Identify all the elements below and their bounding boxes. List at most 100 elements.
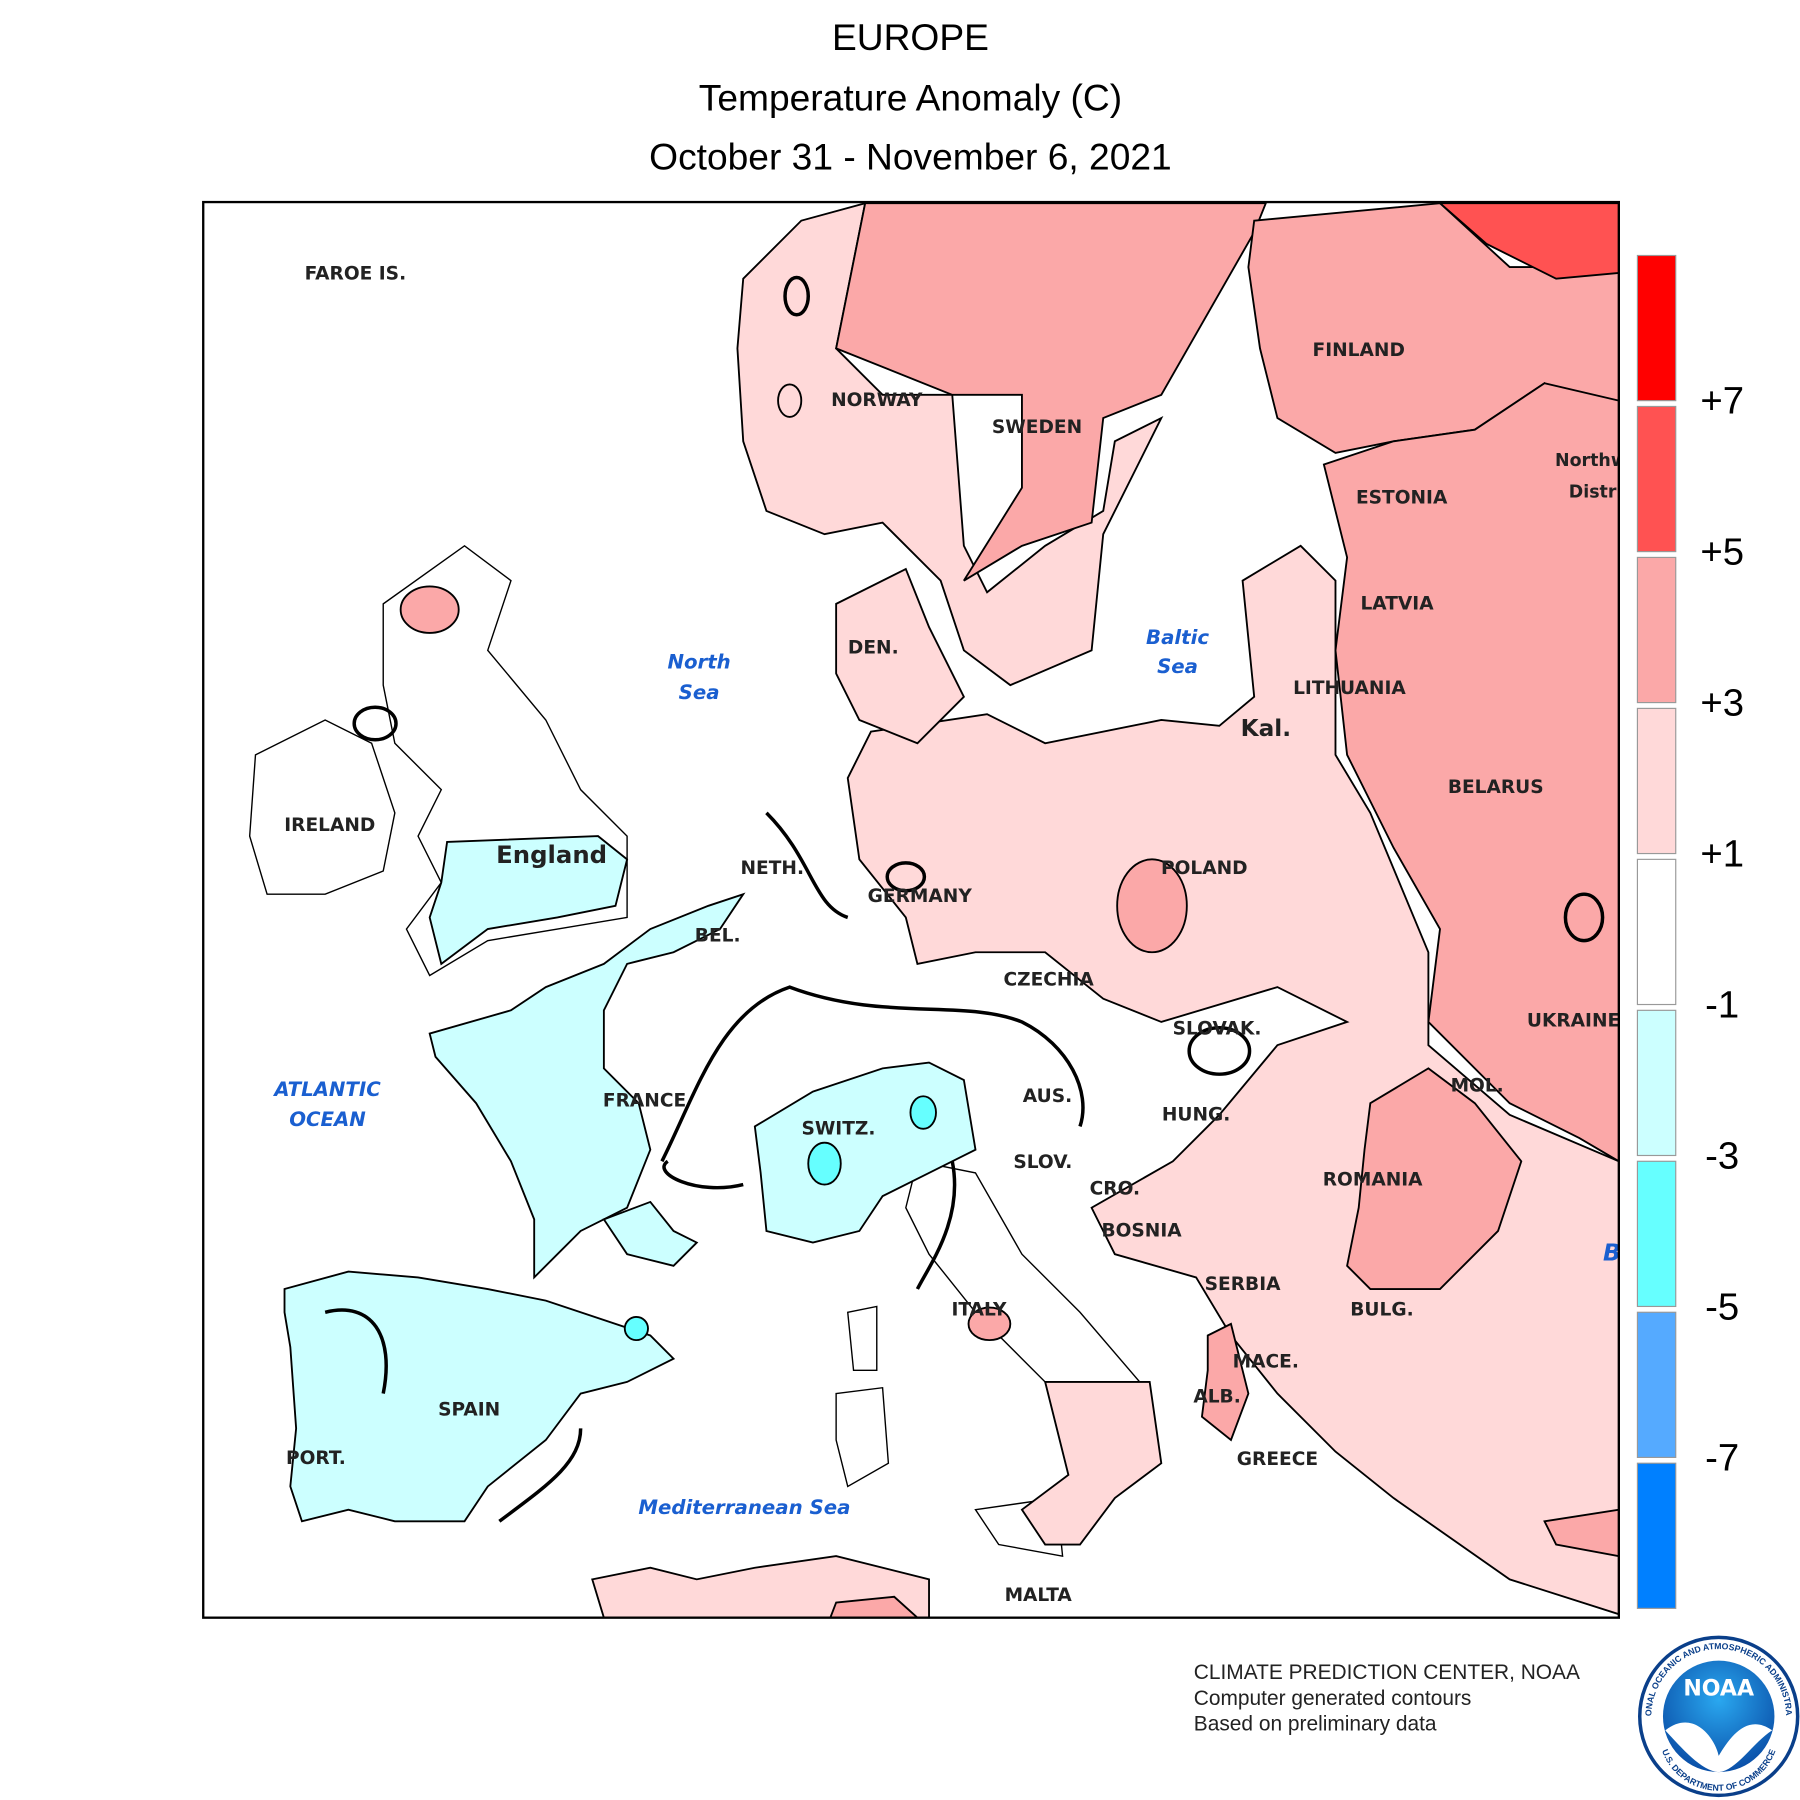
logo-text: NOAA	[1683, 1676, 1754, 1701]
anomaly-region	[1020, 1381, 1163, 1546]
legend-swatch	[1636, 858, 1677, 1006]
anomaly-region	[829, 1595, 919, 1618]
place-label: England	[496, 840, 607, 869]
place-label: FAROE IS.	[305, 264, 407, 285]
legend-label: -7	[1705, 1436, 1739, 1479]
place-label: BULG.	[1350, 1299, 1413, 1320]
anomaly-region	[807, 1141, 842, 1186]
place-label: ITALY	[952, 1299, 1007, 1320]
place-label: Northw	[1555, 451, 1627, 471]
place-label: Distri	[1569, 482, 1623, 502]
place-label: MACE.	[1233, 1352, 1299, 1373]
contour-line	[885, 861, 927, 893]
legend-swatch	[1636, 1462, 1677, 1609]
anomaly-region	[1543, 1508, 1619, 1558]
credit: CLIMATE PREDICTION CENTER, NOAA	[1194, 1661, 1580, 1684]
contour-line	[660, 985, 1085, 1190]
contour-line	[324, 811, 957, 1523]
anomaly-region	[428, 892, 746, 1280]
land	[835, 1386, 890, 1488]
place-label: SWITZ.	[801, 1118, 875, 1139]
place-label: NORWAY	[831, 390, 923, 411]
place-label: SERBIA	[1205, 1274, 1281, 1295]
water-label: North	[667, 651, 730, 674]
anomaly-region	[1346, 1067, 1523, 1290]
anomaly-region	[736, 202, 1164, 687]
anomaly-region	[428, 835, 629, 966]
place-label: BOSNIA	[1101, 1220, 1182, 1241]
place-label: DEN.	[848, 638, 899, 659]
date-range: October 31 - November 6, 2021	[649, 136, 1172, 178]
place-label: LATVIA	[1360, 593, 1434, 614]
place-label: SPAIN	[438, 1399, 500, 1420]
contour-line	[783, 275, 811, 317]
place-label: GERMANY	[868, 886, 973, 907]
place-label: HUNG.	[1162, 1104, 1231, 1125]
anomaly-region	[835, 567, 966, 745]
legend-swatch	[1636, 1311, 1677, 1459]
water-label: Mediterranean Sea	[638, 1496, 850, 1519]
water-label: OCEAN	[289, 1108, 366, 1131]
legend-swatch	[1636, 1160, 1677, 1308]
place-label: MALTA	[1005, 1585, 1073, 1606]
place-label: FRANCE	[603, 1090, 686, 1111]
note: Based on preliminary data	[1194, 1712, 1437, 1735]
legend-swatch	[1636, 556, 1677, 704]
place-label: NETH.	[740, 858, 804, 879]
logo-bird	[1665, 1722, 1773, 1773]
place-label: GREECE	[1237, 1449, 1318, 1470]
anomaly-region	[777, 383, 803, 418]
water-label: Sea	[679, 681, 720, 704]
legend-swatch	[1636, 405, 1677, 553]
anomaly-region	[909, 1095, 937, 1130]
legend-swatch	[1636, 254, 1677, 402]
legend-label: +1	[1700, 833, 1744, 876]
contour-line	[352, 705, 398, 742]
anomaly-region	[399, 585, 460, 634]
legend-label: -5	[1705, 1285, 1739, 1328]
legend-label: +5	[1700, 531, 1744, 574]
anomaly-region	[1116, 858, 1188, 954]
anomaly-region	[967, 1306, 1012, 1342]
map-frame	[202, 200, 1620, 1619]
place-label: AUS.	[1023, 1086, 1072, 1107]
place-label: CRO.	[1090, 1179, 1140, 1200]
map: FAROE IS. NORWAY SWEDEN FINLAND ESTONIA …	[203, 202, 1627, 1618]
anomaly-region	[846, 544, 1619, 1616]
place-label: CZECHIA	[1004, 970, 1095, 991]
legend: +7 +5 +3 +1 -1 -3 -5 -7	[1636, 254, 1744, 1609]
place-label: MOL.	[1451, 1075, 1504, 1096]
water-label: Sea	[1157, 655, 1198, 678]
land	[248, 719, 396, 895]
title: EUROPE	[832, 16, 989, 58]
legend-swatch	[1636, 1009, 1677, 1157]
note: Computer generated contours	[1194, 1687, 1472, 1710]
place-label: SLOVAK.	[1173, 1018, 1262, 1039]
place-label: Kal.	[1241, 715, 1291, 742]
place-label: BELARUS	[1448, 777, 1544, 798]
legend-swatch	[1636, 707, 1677, 855]
place-label: PORT.	[286, 1448, 346, 1469]
place-label: UKRAINE	[1527, 1010, 1620, 1031]
anomaly-region	[1322, 382, 1619, 1163]
contour-line	[1563, 892, 1605, 943]
legend-label: -3	[1705, 1135, 1739, 1178]
place-label: LITHUANIA	[1293, 678, 1406, 699]
place-label: ALB.	[1193, 1387, 1240, 1408]
anomaly-region	[602, 1200, 699, 1267]
place-label: ESTONIA	[1356, 488, 1448, 509]
legend-label: -1	[1705, 984, 1739, 1027]
anomaly-region	[1200, 1322, 1250, 1442]
legend-label: +7	[1700, 380, 1744, 423]
place-label: SLOV.	[1013, 1152, 1072, 1173]
anomaly-region	[623, 1315, 649, 1342]
water-label: B	[1603, 1240, 1621, 1267]
place-label: IRELAND	[284, 815, 375, 836]
contour-line	[1187, 1026, 1252, 1076]
place-label: FINLAND	[1313, 340, 1405, 361]
place-label: ROMANIA	[1323, 1169, 1423, 1190]
land	[846, 1305, 878, 1372]
